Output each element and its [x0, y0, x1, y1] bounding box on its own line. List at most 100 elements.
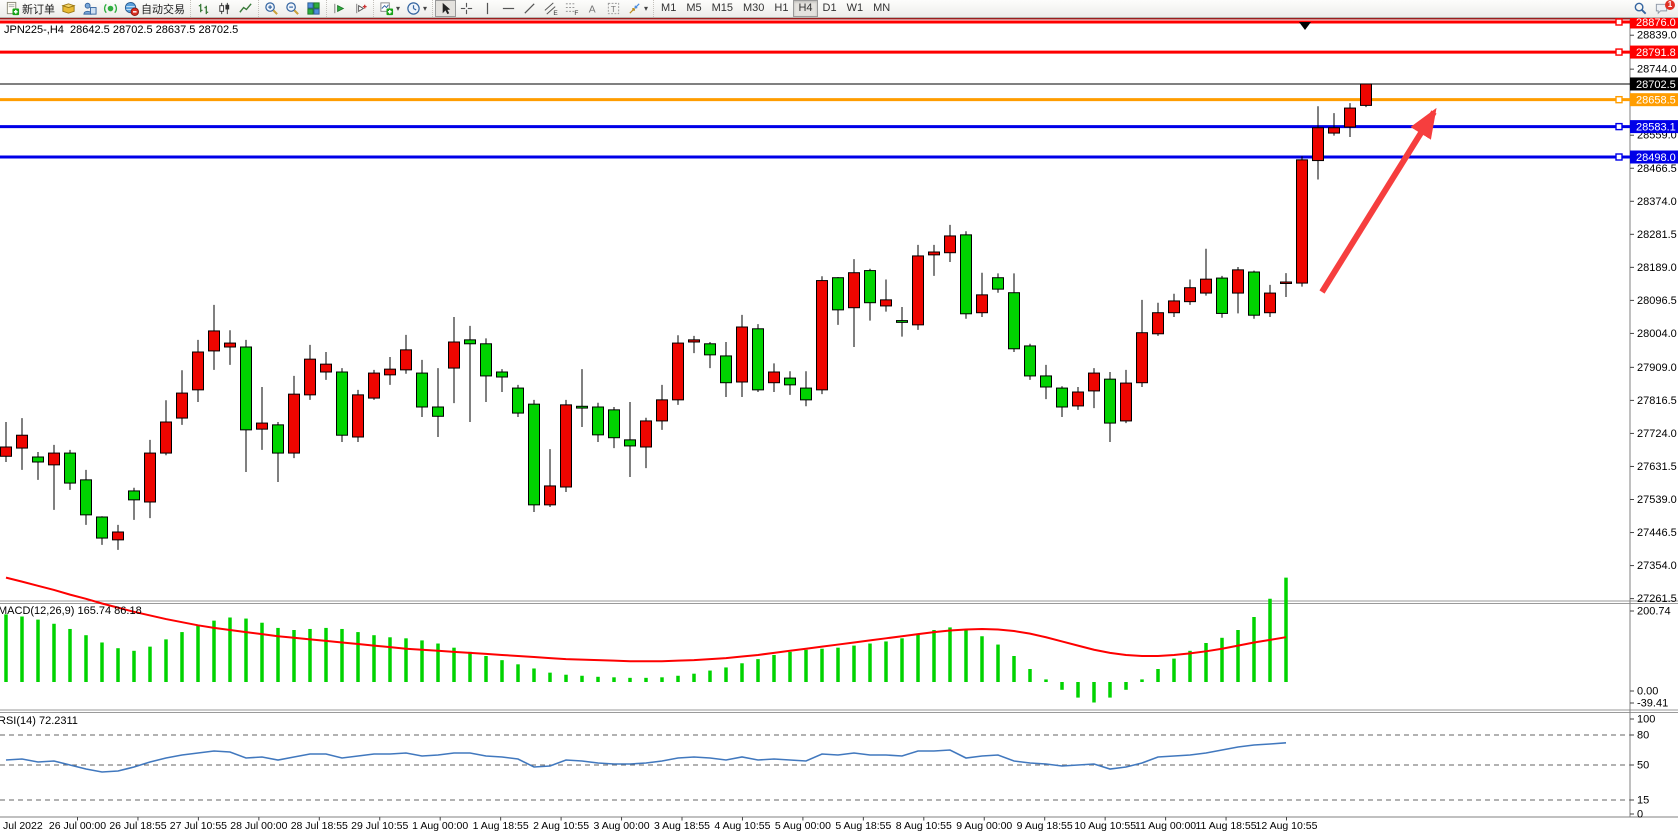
quotes-button[interactable]: [58, 0, 79, 17]
equidistant-channel-button[interactable]: E: [540, 0, 561, 17]
text-label-button[interactable]: T: [603, 0, 624, 17]
arrows-caret: ▾: [644, 4, 649, 13]
svg-text:27261.5: 27261.5: [1637, 593, 1677, 605]
svg-text:27 Jul 10:55: 27 Jul 10:55: [170, 820, 227, 832]
crosshair-icon: [460, 2, 473, 15]
fibonacci-button[interactable]: F: [561, 0, 582, 17]
svg-text:28839.0: 28839.0: [1637, 30, 1677, 42]
text-label-icon: T: [607, 2, 620, 15]
line-chart-icon: [239, 3, 252, 13]
bar-chart-button[interactable]: [193, 0, 214, 17]
candlestick-chart-button[interactable]: [214, 0, 235, 17]
zoom-in-button[interactable]: [261, 0, 282, 17]
svg-text:28 Jul 00:00: 28 Jul 00:00: [230, 820, 287, 832]
svg-text:F: F: [574, 10, 578, 16]
search-icon: [1634, 2, 1647, 15]
candlestick-chart-icon: [219, 2, 230, 15]
svg-text:27724.0: 27724.0: [1637, 428, 1677, 440]
tf-h4[interactable]: H4: [793, 0, 818, 17]
macd-panel: 200.74 0.00-39.41: [4, 576, 1671, 710]
time-axis: Jul 2022 26 Jul 00:00 26 Jul 18:55 27 Jul 1…: [3, 817, 1318, 832]
new-order-label: 新订单: [22, 3, 55, 16]
new-order-icon: [6, 1, 20, 16]
chart-window[interactable]: 28839.0 28744.0 28559.0 28466.5 28374.0 28281…: [0, 17, 1678, 835]
zoom-out-icon: [286, 2, 299, 15]
price-axis: 28839.028744.028559.028466.528374.028281…: [1630, 17, 1678, 605]
rsi-label: RSI(14) 72.2311: [0, 715, 78, 727]
market-watch-button[interactable]: [79, 0, 100, 17]
toolbar-group-trade: 新订单 自动交易: [0, 0, 190, 17]
svg-text:27539.0: 27539.0: [1637, 494, 1677, 506]
svg-text:T: T: [611, 4, 616, 14]
svg-text:3 Aug 18:55: 3 Aug 18:55: [654, 820, 710, 832]
trend-arrow-annotation[interactable]: [1299, 22, 1437, 294]
svg-text:1 Aug 18:55: 1 Aug 18:55: [473, 820, 529, 832]
signals-button[interactable]: [100, 0, 121, 17]
search-button[interactable]: [1630, 0, 1651, 17]
svg-text:15: 15: [1637, 795, 1649, 807]
svg-text:28498.0: 28498.0: [1636, 152, 1676, 164]
macd-label: MACD(12,26,9) 165.74 86.18: [0, 605, 142, 617]
arrows-icon: [629, 3, 640, 14]
svg-text:28 Jul 18:55: 28 Jul 18:55: [291, 820, 348, 832]
svg-text:11 Aug 18:55: 11 Aug 18:55: [1195, 820, 1256, 832]
svg-text:-39.41: -39.41: [1637, 698, 1668, 710]
market-watch-icon: [83, 2, 97, 15]
toolbar-group-indicators: ▾ ▾: [373, 0, 432, 17]
autotrading-button[interactable]: 自动交易: [121, 0, 188, 17]
arrows-button[interactable]: ▾: [624, 0, 651, 17]
svg-text:28658.5: 28658.5: [1636, 94, 1676, 106]
chat-button[interactable]: 1: [1651, 0, 1675, 17]
zoom-out-button[interactable]: [282, 0, 303, 17]
svg-text:5 Aug 00:00: 5 Aug 00:00: [775, 820, 831, 832]
add-indicator-button[interactable]: ▾: [376, 0, 403, 17]
svg-text:28583.1: 28583.1: [1636, 121, 1676, 133]
svg-text:1 Aug 00:00: 1 Aug 00:00: [412, 820, 468, 832]
svg-text:28791.8: 28791.8: [1636, 47, 1676, 59]
svg-text:29 Jul 10:55: 29 Jul 10:55: [351, 820, 408, 832]
tf-m5[interactable]: M5: [686, 2, 702, 14]
trendline-button[interactable]: [519, 0, 540, 17]
svg-text:5 Aug 18:55: 5 Aug 18:55: [835, 820, 891, 832]
signals-icon: [103, 3, 118, 14]
autotrading-label: 自动交易: [141, 3, 185, 16]
new-order-button[interactable]: 新订单: [2, 0, 58, 17]
period-button[interactable]: ▾: [403, 0, 430, 17]
chart-shift-button[interactable]: [350, 0, 371, 17]
tile-windows-button[interactable]: [303, 0, 324, 17]
add-indicator-icon: [380, 2, 394, 16]
crosshair-button[interactable]: [456, 0, 477, 17]
tf-d1[interactable]: D1: [822, 2, 837, 14]
svg-text:28466.5: 28466.5: [1637, 163, 1677, 175]
svg-text:27631.5: 27631.5: [1637, 461, 1677, 473]
text-button[interactable]: A: [582, 0, 603, 17]
tf-m1[interactable]: M1: [661, 2, 677, 14]
svg-text:28281.5: 28281.5: [1637, 229, 1677, 241]
svg-text:3 Aug 00:00: 3 Aug 00:00: [594, 820, 650, 832]
svg-text:200.74: 200.74: [1637, 606, 1671, 618]
price-level-lines[interactable]: [0, 18, 1630, 161]
svg-text:11 Aug 00:00: 11 Aug 00:00: [1135, 820, 1196, 832]
candles: [0, 83, 1372, 550]
chart-title: JPN225-,H4 28642.5 28702.5 28637.5 28702…: [4, 24, 239, 36]
svg-text:28876.0: 28876.0: [1636, 17, 1676, 29]
svg-text:10 Aug 10:55: 10 Aug 10:55: [1074, 820, 1136, 832]
line-chart-button[interactable]: [235, 0, 256, 17]
tf-m30[interactable]: M30: [743, 2, 765, 14]
toolbar-group-timeframes: M1 M5 M15 M30 H1 H4 D1 W1 MN: [653, 0, 897, 17]
cursor-button[interactable]: [435, 0, 457, 17]
toolbar: 新订单 自动交易: [0, 0, 1678, 18]
tf-h1[interactable]: H1: [774, 2, 789, 14]
auto-scroll-button[interactable]: [329, 0, 350, 17]
zoom-in-icon: [265, 2, 278, 15]
tf-mn[interactable]: MN: [873, 2, 891, 14]
tf-m15[interactable]: M15: [711, 2, 734, 14]
chat-badge: 1: [1665, 0, 1675, 10]
chart-canvas[interactable]: 28839.028744.028559.028466.528374.028281…: [0, 17, 1678, 835]
tf-w1[interactable]: W1: [846, 2, 864, 14]
horizontal-line-button[interactable]: [498, 0, 519, 17]
text-icon: A: [589, 4, 596, 15]
add-indicator-caret: ▾: [396, 4, 401, 13]
vertical-line-button[interactable]: [477, 0, 498, 17]
